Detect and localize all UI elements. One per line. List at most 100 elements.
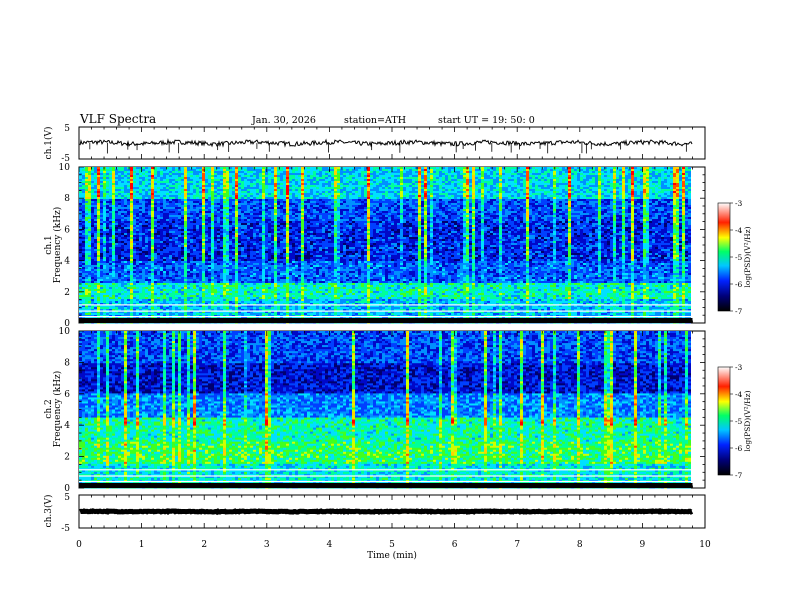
heat-cell [430, 175, 433, 178]
heat-cell [196, 185, 199, 188]
heat-cell [349, 167, 352, 170]
heat-cell [610, 183, 613, 186]
heat-cell [211, 167, 214, 170]
heat-cell [403, 187, 406, 190]
heat-cell [328, 179, 331, 182]
heat-cell [328, 177, 331, 180]
heat-cell [664, 169, 667, 172]
heat-cell [478, 181, 481, 184]
heat-cell [139, 183, 142, 186]
heat-cell [622, 183, 625, 186]
heat-cell [604, 187, 607, 190]
heat-cell [661, 169, 664, 172]
heat-cell [658, 187, 661, 190]
heat-cell [88, 167, 91, 170]
heat-cell [628, 169, 631, 172]
heat-cell [529, 181, 532, 184]
heat-cell [301, 167, 304, 170]
heat-cell [373, 189, 376, 192]
heat-cell [625, 175, 628, 178]
heat-cell [304, 183, 307, 186]
heat-cell [364, 175, 367, 178]
heat-cell [286, 175, 289, 178]
heat-cell [367, 185, 370, 188]
heat-cell [181, 185, 184, 188]
heat-cell [292, 187, 295, 190]
heat-cell [244, 167, 247, 170]
heat-cell [604, 167, 607, 170]
heat-cell [100, 187, 103, 190]
heat-cell [664, 175, 667, 178]
heat-cell [283, 185, 286, 188]
heat-cell [409, 181, 412, 184]
heat-cell [154, 177, 157, 180]
heat-cell [589, 179, 592, 182]
heat-cell [457, 169, 460, 172]
heat-cell [229, 169, 232, 172]
heat-cell [226, 185, 229, 188]
heat-cell [523, 179, 526, 182]
heat-cell [97, 175, 100, 178]
heat-cell [190, 185, 193, 188]
heat-cell [685, 167, 688, 170]
heat-cell [187, 169, 190, 172]
heat-cell [157, 187, 160, 190]
heat-cell [286, 177, 289, 180]
heat-cell [190, 179, 193, 182]
heat-cell [481, 167, 484, 170]
heat-cell [187, 173, 190, 176]
heat-cell [277, 177, 280, 180]
heat-cell [571, 167, 574, 170]
heat-cell [415, 187, 418, 190]
heat-cell [412, 169, 415, 172]
heat-cell [679, 185, 682, 188]
heat-cell [346, 191, 349, 194]
heat-cell [673, 171, 676, 174]
heat-cell [628, 181, 631, 184]
heat-cell [481, 189, 484, 192]
heat-cell [190, 183, 193, 186]
heat-cell [517, 187, 520, 190]
heat-cell [409, 183, 412, 186]
heat-cell [175, 189, 178, 192]
heat-cell [124, 179, 127, 182]
heat-cell [352, 171, 355, 174]
heat-cell [199, 171, 202, 174]
heat-cell [364, 167, 367, 170]
heat-cell [571, 185, 574, 188]
heat-cell [298, 183, 301, 186]
heat-cell [106, 193, 109, 196]
ch1-ylabel: ch.1(V) [43, 127, 54, 160]
heat-cell [133, 177, 136, 180]
heat-cell [325, 175, 328, 178]
heat-cell [616, 187, 619, 190]
heat-cell [307, 189, 310, 192]
heat-cell [475, 185, 478, 188]
heat-cell [316, 179, 319, 182]
heat-cell [262, 171, 265, 174]
heat-cell [154, 191, 157, 194]
heat-cell [508, 175, 511, 178]
heat-cell [664, 171, 667, 174]
heat-cell [100, 193, 103, 196]
heat-cell [166, 173, 169, 176]
heat-cell [88, 193, 91, 196]
heat-cell [301, 175, 304, 178]
heat-cell [484, 175, 487, 178]
heat-cell [409, 167, 412, 170]
heat-cell [361, 177, 364, 180]
heat-cell [250, 183, 253, 186]
heat-cell [658, 181, 661, 184]
heat-cell [223, 191, 226, 194]
heat-cell [586, 167, 589, 170]
heat-cell [373, 185, 376, 188]
heat-cell [643, 175, 646, 178]
heat-cell [370, 173, 373, 176]
heat-cell [379, 173, 382, 176]
header-station: station=ATH [344, 115, 406, 126]
heat-cell [625, 169, 628, 172]
heat-cell [589, 185, 592, 188]
heat-cell [400, 179, 403, 182]
heat-cell [160, 171, 163, 174]
heat-cell [544, 191, 547, 194]
